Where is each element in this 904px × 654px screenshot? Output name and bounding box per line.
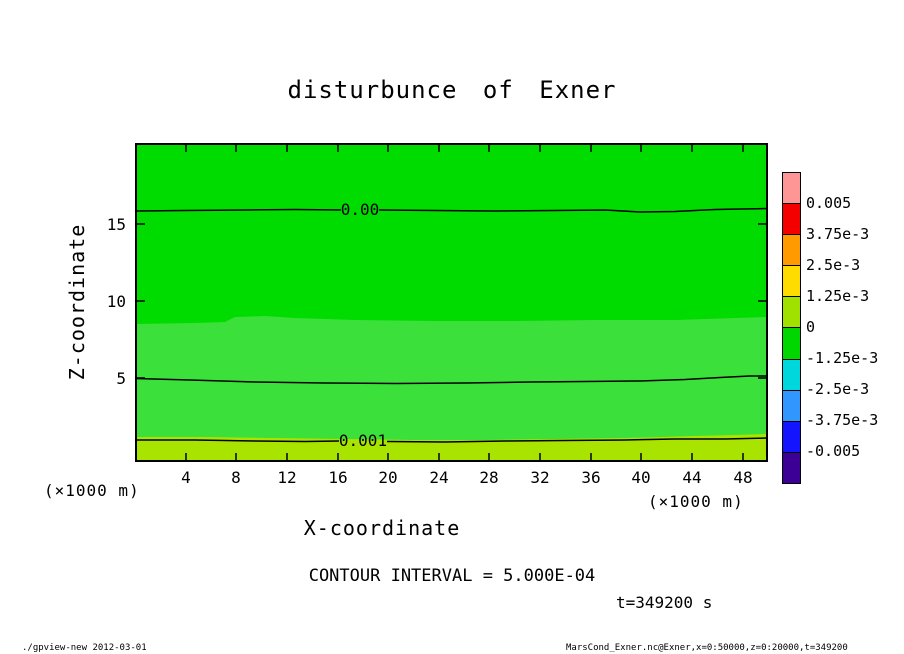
contour-line-0001	[386, 437, 768, 443]
x-tick-label: 36	[581, 468, 601, 487]
colorbar-tick-label: -2.5e-3	[806, 380, 870, 398]
y-axis-label: Z-coordinate	[65, 223, 89, 381]
colorbar-tick-label: -3.75e-3	[806, 411, 879, 429]
colorbar-segment	[783, 265, 800, 297]
x-tick-label: 44	[682, 468, 702, 487]
y-axis-unit: (×1000 m)	[44, 481, 140, 500]
colorbar-segment	[783, 173, 800, 204]
colorbar-tick-label: 2.5e-3	[806, 256, 861, 274]
y-ticks-left	[136, 223, 145, 379]
colorbar-segment	[783, 203, 800, 235]
colorbar-segment	[783, 389, 800, 421]
contour-line-0	[378, 207, 768, 213]
colorbar-tick-label: 1.25e-3	[806, 287, 870, 305]
contour-label-0: 0.00	[341, 200, 380, 219]
contour-line-0001	[135, 439, 340, 443]
shade-region-mid	[135, 316, 768, 462]
x-tick-label: 48	[733, 468, 753, 487]
contour-line-0	[135, 208, 342, 212]
plot-frame	[135, 143, 768, 462]
contour-line-5e-4	[135, 375, 768, 385]
x-tick-label: 28	[479, 468, 499, 487]
x-axis-label: X-coordinate	[303, 516, 461, 540]
x-ticks-bottom	[185, 453, 744, 461]
x-tick-label: 20	[378, 468, 398, 487]
y-tick-label: 15	[106, 215, 126, 234]
colorbar-segment	[783, 420, 800, 452]
colorbar-segment	[783, 296, 800, 328]
x-axis-unit: (×1000 m)	[648, 492, 744, 511]
footer-source-text: MarsCond_Exner.nc@Exner,x=0:50000,z=0:20…	[566, 643, 848, 653]
x-tick-label: 16	[328, 468, 348, 487]
x-tick-label: 4	[181, 468, 191, 487]
plot-title: disturbunce of Exner	[287, 76, 617, 104]
colorbar-tick-label: -0.005	[806, 442, 861, 460]
colorbar-tick-label: -1.25e-3	[806, 349, 879, 367]
colorbar-tick-label: 3.75e-3	[806, 225, 870, 243]
x-tick-label: 24	[429, 468, 449, 487]
y-tick-label: 5	[116, 369, 126, 388]
x-ticks-top	[185, 144, 744, 152]
timestamp-text: t=349200 s	[616, 593, 713, 612]
x-tick-label: 32	[530, 468, 550, 487]
contour-interval-text: CONTOUR INTERVAL = 5.000E-04	[308, 566, 596, 586]
colorbar-segment	[783, 358, 800, 390]
plot-area: 0.00 0.001	[135, 143, 768, 462]
colorbar-tick-label: 0.005	[806, 194, 852, 212]
colorbar-segment	[783, 451, 800, 483]
x-tick-label: 40	[631, 468, 651, 487]
colorbar-tick-label: 0	[806, 318, 816, 336]
x-tick-label: 12	[277, 468, 297, 487]
colorbar-segment	[783, 234, 800, 266]
footer-command-text: ./gpview-new 2012-03-01	[22, 643, 147, 653]
colorbar	[782, 172, 801, 484]
y-ticks-right	[758, 223, 767, 379]
y-tick-label: 10	[106, 292, 126, 311]
contour-label-0001: 0.001	[339, 431, 387, 450]
colorbar-segment	[783, 327, 800, 359]
x-tick-label: 8	[231, 468, 241, 487]
